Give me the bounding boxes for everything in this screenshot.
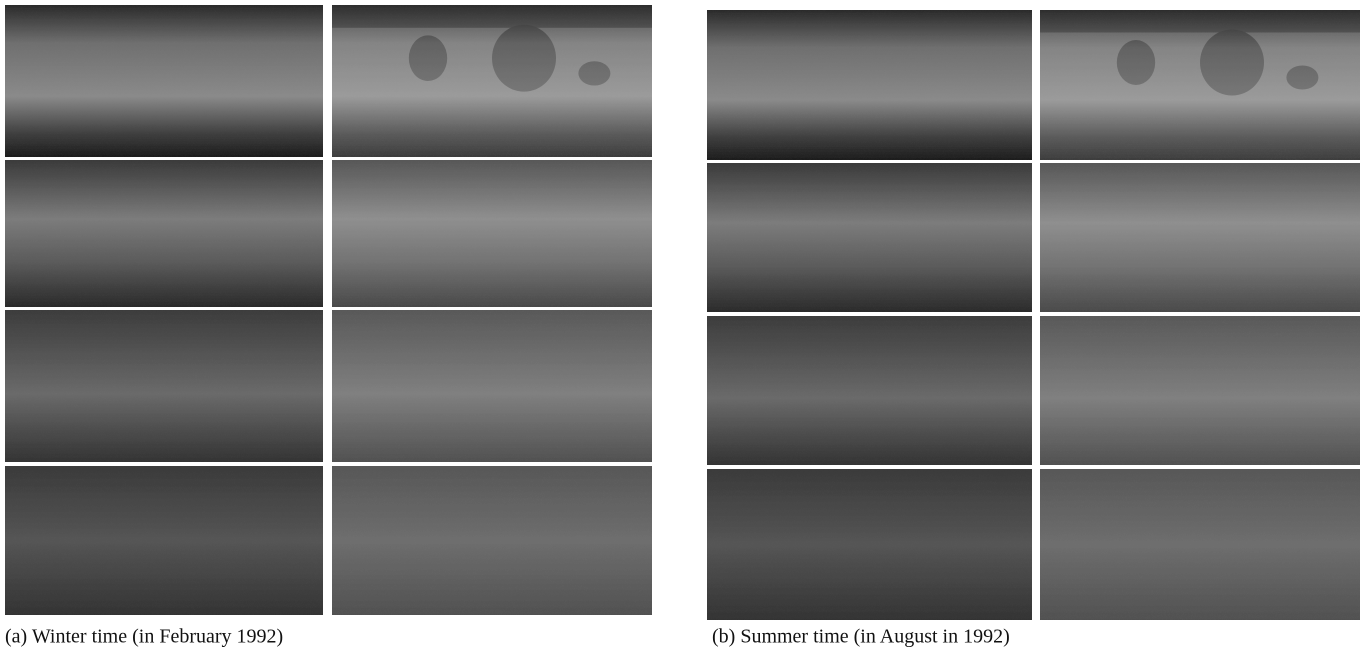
map-panel <box>1040 163 1360 312</box>
map-panel <box>332 466 652 615</box>
caption: (a) Winter time (in February 1992) <box>5 626 283 648</box>
map-panel <box>5 5 323 157</box>
map-panel <box>332 310 652 462</box>
map-panel <box>1040 469 1360 620</box>
map-panel <box>707 469 1032 620</box>
map-panel <box>707 163 1032 312</box>
caption: (b) Summer time (in August in 1992) <box>712 626 1010 648</box>
map-panel <box>5 310 323 462</box>
map-panel <box>1040 10 1360 160</box>
map-panel <box>707 10 1032 160</box>
map-panel <box>332 5 652 157</box>
map-panel <box>707 316 1032 465</box>
page: (a) Winter time (in February 1992) (b) S… <box>0 0 1366 658</box>
map-panel <box>5 160 323 307</box>
map-panel <box>5 466 323 615</box>
map-panel <box>332 160 652 307</box>
figure: (a) Winter time (in February 1992) (b) S… <box>0 0 1366 658</box>
map-panel <box>1040 316 1360 465</box>
